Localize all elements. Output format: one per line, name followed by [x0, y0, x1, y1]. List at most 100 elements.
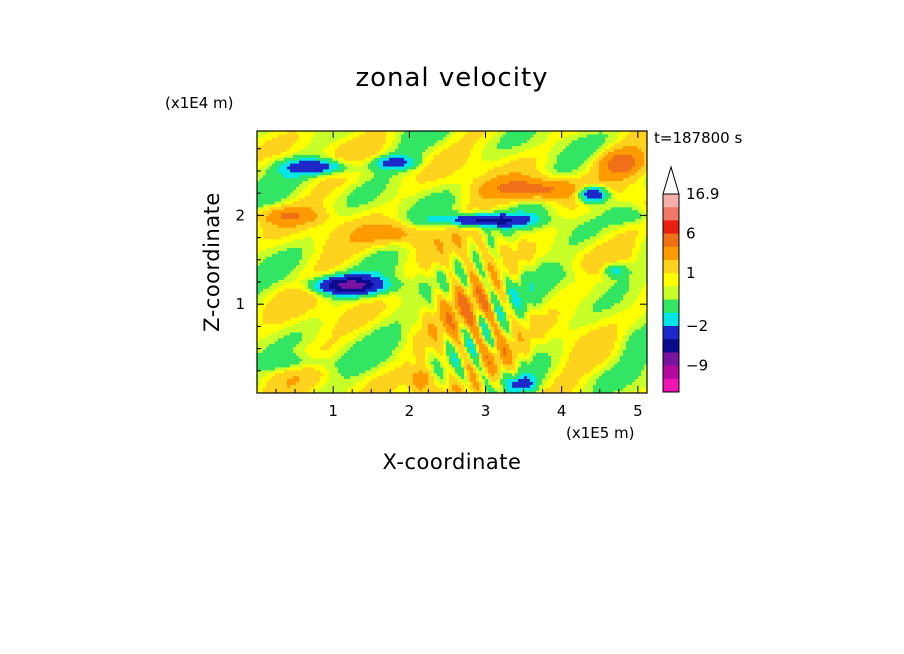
field-cell [377, 328, 381, 333]
field-cell [350, 270, 354, 275]
field-cell [398, 157, 402, 161]
field-cell [314, 227, 318, 231]
field-cell [395, 296, 399, 301]
field-cell [335, 343, 339, 348]
field-cell [287, 276, 291, 281]
field-cell [392, 189, 396, 193]
field-cell [257, 183, 261, 187]
field-cell [347, 203, 351, 208]
field-cell [356, 259, 360, 263]
field-cell [263, 224, 267, 228]
field-cell [269, 235, 273, 240]
field-cell [275, 221, 279, 225]
field-cell [335, 328, 339, 333]
field-cell [329, 133, 333, 138]
field-cell [272, 291, 276, 295]
field-cell [281, 296, 285, 301]
field-cell [395, 299, 399, 304]
field-cell [257, 200, 261, 205]
field-cell [275, 285, 279, 289]
field-cell [293, 200, 297, 205]
field-cell [350, 177, 354, 182]
field-cell [293, 177, 297, 182]
field-cell [401, 203, 405, 208]
field-cell [410, 314, 414, 318]
field-cell [377, 186, 381, 190]
field-cell [317, 209, 321, 214]
field-cell [353, 168, 357, 173]
field-cell [386, 148, 390, 152]
field-cell [323, 229, 327, 234]
field-cell [278, 296, 282, 301]
field-cell [272, 302, 276, 307]
field-cell [350, 387, 354, 391]
field-cell [344, 390, 348, 393]
field-cell [257, 279, 261, 283]
field-cell [323, 215, 327, 219]
field-cell [377, 168, 381, 173]
field-cell [392, 340, 396, 345]
field-cell [338, 343, 342, 348]
field-cell [311, 334, 315, 339]
field-cell [293, 352, 297, 356]
field-cell [365, 241, 369, 246]
field-cell [281, 131, 285, 135]
field-cell [365, 192, 369, 196]
field-cell [311, 133, 315, 138]
field-cell [341, 139, 345, 144]
field-cell [284, 323, 288, 327]
field-cell [374, 343, 378, 348]
field-cell [296, 270, 300, 275]
field-cell [365, 180, 369, 184]
field-cell [260, 203, 264, 208]
field-cell [284, 136, 288, 141]
field-cell [320, 291, 324, 295]
field-cell [278, 355, 282, 359]
field-cell [257, 160, 261, 164]
field-cell [323, 163, 327, 167]
field-cell [374, 337, 378, 342]
field-cell [269, 256, 273, 260]
field-cell [362, 151, 366, 155]
field-cell [401, 352, 405, 356]
field-cell [329, 346, 333, 350]
field-cell [287, 142, 291, 147]
field-cell [380, 238, 384, 243]
field-cell [335, 224, 339, 228]
field-cell [407, 259, 411, 263]
field-cell [329, 369, 333, 374]
field-cell [350, 355, 354, 359]
field-cell [338, 165, 342, 170]
field-cell [350, 145, 354, 150]
field-cell [377, 337, 381, 342]
field-cell [386, 387, 390, 391]
field-cell [335, 288, 339, 292]
field-cell [320, 171, 324, 176]
field-cell [308, 340, 312, 345]
field-cell [392, 139, 396, 144]
field-cell [257, 244, 261, 249]
field-cell [368, 206, 372, 211]
field-cell [347, 215, 351, 219]
field-cell [383, 279, 387, 283]
field-cell [305, 139, 309, 144]
field-cell [404, 189, 408, 193]
field-cell [350, 308, 354, 313]
field-cell [383, 366, 387, 371]
field-cell [413, 244, 417, 249]
field-cell [266, 267, 270, 272]
field-cell [305, 177, 309, 182]
field-cell [377, 270, 381, 275]
field-cell [260, 247, 264, 251]
field-cell [293, 154, 297, 158]
field-cell [395, 221, 399, 225]
field-cell [305, 384, 309, 388]
field-cell [386, 320, 390, 324]
field-cell [386, 384, 390, 388]
field-cell [311, 177, 315, 182]
field-cell [266, 180, 270, 184]
field-cell [290, 276, 294, 281]
field-cell [383, 378, 387, 382]
field-cell [341, 209, 345, 214]
field-cell [311, 390, 315, 393]
